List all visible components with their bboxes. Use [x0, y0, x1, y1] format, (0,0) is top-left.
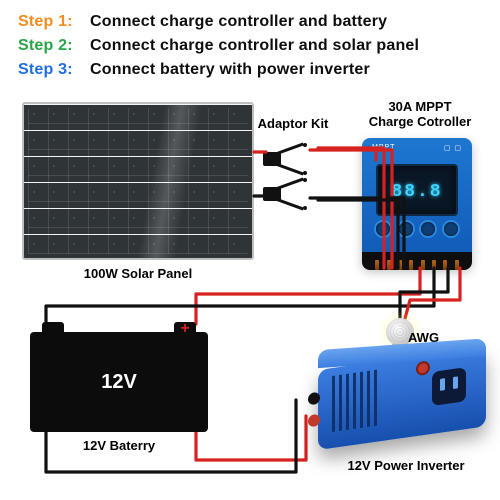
inverter-terminals-icon [308, 392, 320, 428]
power-inverter [318, 346, 486, 450]
step-2: Step 2: Connect charge controller and so… [18, 34, 478, 58]
step-1-label: Step 1: [18, 10, 80, 34]
battery-voltage: 12V [30, 332, 208, 432]
step-3-label: Step 3: [18, 58, 80, 82]
wire-ctrl-to-bulb-b [404, 268, 460, 322]
steps-list: Step 1: Connect charge controller and ba… [18, 10, 478, 82]
step-3: Step 3: Connect battery with power inver… [18, 58, 478, 82]
controller-buttons-icon [376, 222, 458, 240]
adaptor-caption: Adaptor Kit [252, 116, 334, 131]
step-1: Step 1: Connect charge controller and ba… [18, 10, 478, 34]
step-1-text: Connect charge controller and battery [90, 10, 387, 34]
inverter-vents-icon [332, 369, 380, 432]
controller-screen-icon [376, 164, 458, 216]
adaptor-kit-icon-2 [263, 175, 313, 215]
inverter-power-icon [418, 363, 428, 374]
wire-batt-to-inv-red [196, 416, 306, 460]
battery: − + 12V [30, 332, 208, 432]
controller-caption: 30A MPPT Charge Cotroller [350, 100, 490, 130]
inverter-caption: 12V Power Inverter [318, 458, 494, 473]
step-3-text: Connect battery with power inverter [90, 58, 370, 82]
controller-caption-l2: Charge Cotroller [369, 114, 472, 129]
battery-caption: 12V Baterry [30, 438, 208, 453]
step-2-label: Step 2: [18, 34, 80, 58]
diagram-canvas: Step 1: Connect charge controller and ba… [0, 0, 500, 500]
solar-panel-caption: 100W Solar Panel [22, 266, 254, 281]
controller-ports-icon [362, 252, 472, 270]
step-2-text: Connect charge controller and solar pane… [90, 34, 419, 58]
adaptor-kit-icon [263, 140, 313, 180]
charge-controller: MPPT▢ ▢ [362, 138, 472, 268]
wire-ctrl-to-bulb-a [400, 268, 448, 320]
solar-panel [22, 102, 254, 260]
controller-caption-l1: 30A MPPT [388, 99, 451, 114]
inverter-outlet-icon [432, 367, 466, 406]
